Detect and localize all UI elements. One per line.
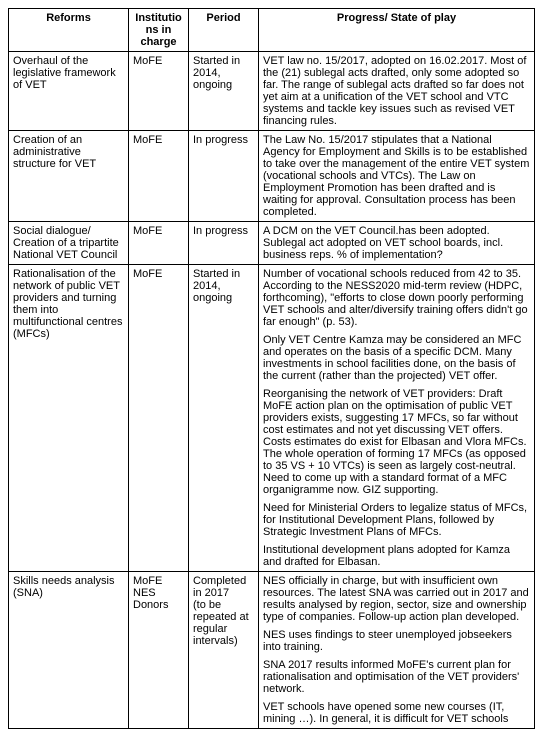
cell-reforms: Social dialogue/ Creation of a tripartit…: [9, 222, 129, 265]
progress-paragraph: SNA 2017 results informed MoFE's current…: [263, 659, 530, 695]
cell-institutions: MoFE: [129, 222, 189, 265]
progress-paragraph: Reorganising the network of VET provider…: [263, 388, 530, 496]
table-row: Overhaul of the legislative framework of…: [9, 52, 535, 131]
table-row: Skills needs analysis (SNA)MoFE NES Dono…: [9, 572, 535, 729]
cell-progress: NES officially in charge, but with insuf…: [259, 572, 535, 729]
progress-paragraph: VET schools have opened some new courses…: [263, 701, 530, 725]
col-header-period: Period: [189, 9, 259, 52]
col-header-progress: Progress/ State of play: [259, 9, 535, 52]
col-header-reforms: Reforms: [9, 9, 129, 52]
cell-reforms: Rationalisation of the network of public…: [9, 265, 129, 572]
col-header-institutions: Institutions in charge: [129, 9, 189, 52]
progress-paragraph: NES uses findings to steer unemployed jo…: [263, 629, 530, 653]
progress-paragraph: Institutional development plans adopted …: [263, 544, 530, 568]
reforms-table: Reforms Institutions in charge Period Pr…: [8, 8, 535, 729]
cell-progress: Number of vocational schools reduced fro…: [259, 265, 535, 572]
cell-period: Started in 2014, ongoing: [189, 52, 259, 131]
table-row: Rationalisation of the network of public…: [9, 265, 535, 572]
cell-period: In progress: [189, 222, 259, 265]
cell-progress: The Law No. 15/2017 stipulates that a Na…: [259, 131, 535, 222]
cell-period: Completed in 2017 (to be repeated at reg…: [189, 572, 259, 729]
progress-paragraph: A DCM on the VET Council.has been adopte…: [263, 225, 530, 261]
cell-reforms: Overhaul of the legislative framework of…: [9, 52, 129, 131]
progress-paragraph: The Law No. 15/2017 stipulates that a Na…: [263, 134, 530, 218]
progress-paragraph: Need for Ministerial Orders to legalize …: [263, 502, 530, 538]
cell-progress: VET law no. 15/2017, adopted on 16.02.20…: [259, 52, 535, 131]
table-row: Social dialogue/ Creation of a tripartit…: [9, 222, 535, 265]
progress-paragraph: Only VET Centre Kamza may be considered …: [263, 334, 530, 382]
table-header-row: Reforms Institutions in charge Period Pr…: [9, 9, 535, 52]
cell-reforms: Creation of an administrative structure …: [9, 131, 129, 222]
cell-reforms: Skills needs analysis (SNA): [9, 572, 129, 729]
table-row: Creation of an administrative structure …: [9, 131, 535, 222]
cell-institutions: MoFE: [129, 265, 189, 572]
cell-institutions: MoFE NES Donors: [129, 572, 189, 729]
progress-paragraph: NES officially in charge, but with insuf…: [263, 575, 530, 623]
cell-progress: A DCM on the VET Council.has been adopte…: [259, 222, 535, 265]
cell-institutions: MoFE: [129, 131, 189, 222]
progress-paragraph: Number of vocational schools reduced fro…: [263, 268, 530, 328]
progress-paragraph: VET law no. 15/2017, adopted on 16.02.20…: [263, 55, 530, 127]
cell-period: Started in 2014, ongoing: [189, 265, 259, 572]
cell-institutions: MoFE: [129, 52, 189, 131]
cell-period: In progress: [189, 131, 259, 222]
